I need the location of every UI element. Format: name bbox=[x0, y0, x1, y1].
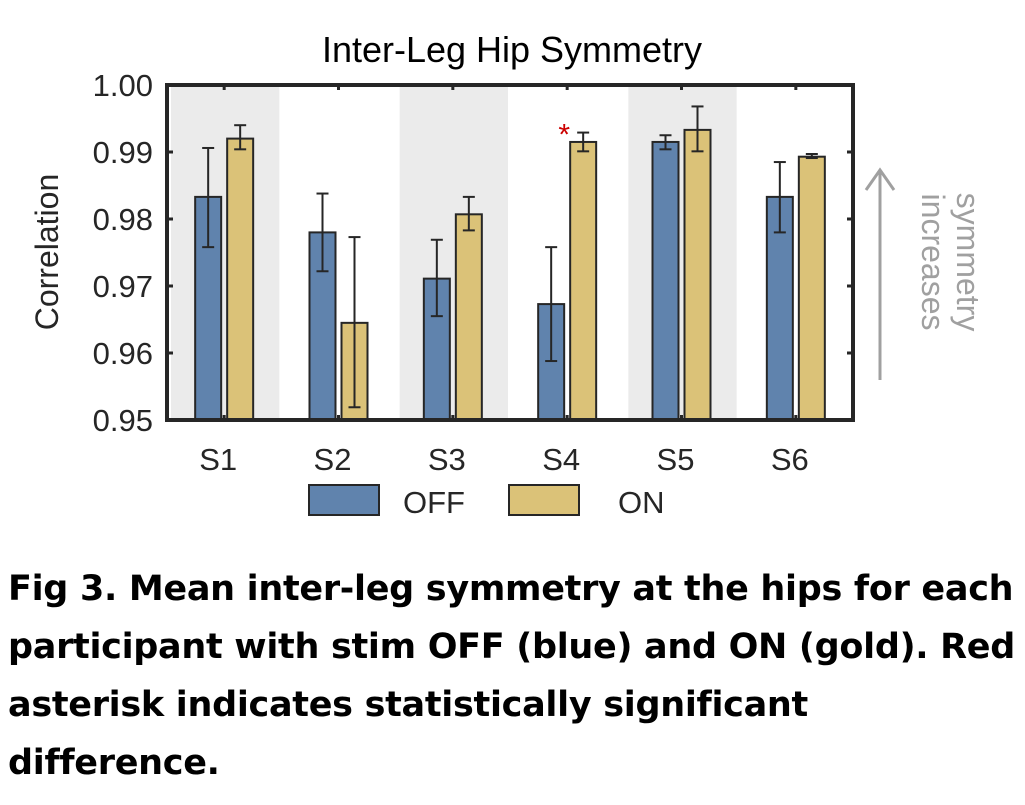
figure-caption: Fig 3. Mean inter-leg symmetry at the hi… bbox=[8, 569, 1015, 783]
x-tick-label: S4 bbox=[542, 442, 580, 477]
y-tick-label: 0.98 bbox=[93, 202, 153, 237]
arrow-head bbox=[864, 167, 896, 191]
legend: OFF ON bbox=[308, 484, 665, 520]
shaded-band-S5 bbox=[628, 85, 737, 420]
y-tick-label: 0.95 bbox=[93, 403, 153, 438]
bar-on-S1 bbox=[226, 137, 255, 421]
x-tick-label: S5 bbox=[657, 442, 695, 477]
shaded-band-S1 bbox=[171, 85, 280, 420]
x-tick-label: S6 bbox=[771, 442, 809, 477]
legend-label-on: ON bbox=[618, 485, 665, 520]
chart-title: Inter-Leg Hip Symmetry bbox=[322, 29, 702, 70]
bar-on-S5 bbox=[683, 128, 712, 421]
y-tick-label: 0.99 bbox=[93, 135, 153, 170]
plot-frame bbox=[165, 83, 855, 422]
x-tick-label: S1 bbox=[199, 442, 237, 477]
legend-swatch-on bbox=[508, 484, 580, 516]
bar-on-S4 bbox=[569, 140, 598, 421]
annotation-line1: symmetry bbox=[950, 193, 986, 332]
bar-on-S3 bbox=[454, 213, 483, 421]
shaded-band-S3 bbox=[399, 85, 508, 420]
legend-label-off: OFF bbox=[403, 485, 465, 520]
y-tick-label: 1.00 bbox=[93, 68, 153, 103]
bar-off-S5 bbox=[651, 140, 680, 421]
x-tick-label: S2 bbox=[314, 442, 352, 477]
annotation-line2: increases bbox=[915, 194, 951, 331]
significance-asterisk: * bbox=[558, 119, 570, 152]
bar-chart: * S1 S2 S3 S4 S5 S6 0.95 0.96 0.97 0.98 0.99 1.00 I… bbox=[29, 29, 986, 520]
legend-swatch-off bbox=[308, 484, 380, 516]
y-tick-label: 0.96 bbox=[93, 336, 153, 371]
symmetry-annotation: symmetry increases bbox=[864, 167, 986, 380]
bar-on-S6 bbox=[797, 155, 826, 421]
y-axis-label: Correlation bbox=[29, 174, 65, 331]
y-tick-label: 0.97 bbox=[93, 269, 153, 304]
x-tick-label: S3 bbox=[428, 442, 466, 477]
